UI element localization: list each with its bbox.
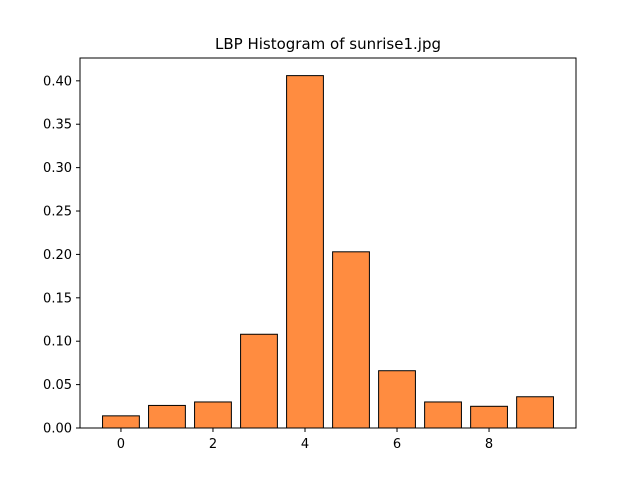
y-axis: 0.00 0.05 0.10 0.15 0.20 0.25 0.30 0.35 0.40 (43, 74, 80, 437)
y-tick-label: 0.05 (43, 378, 72, 393)
y-tick-label: 0.00 (43, 422, 72, 437)
chart-title: LBP Histogram of sunrise1.jpg (215, 35, 441, 53)
y-tick-label: 0.25 (43, 205, 72, 220)
x-tick-label: 6 (393, 437, 401, 452)
bar-9 (516, 396, 554, 429)
x-axis: 0 2 4 6 8 (117, 428, 493, 452)
y-tick-label: 0.40 (43, 74, 72, 89)
x-tick-label: 2 (209, 437, 217, 452)
y-tick-label: 0.15 (43, 291, 72, 306)
bar-6 (378, 370, 416, 429)
bar-4 (286, 75, 324, 429)
x-tick-label: 0 (117, 437, 125, 452)
x-tick-label: 4 (301, 437, 309, 452)
bars-group (102, 75, 554, 429)
y-tick-label: 0.35 (43, 118, 72, 133)
bar-2 (194, 401, 232, 429)
bar-0 (102, 415, 140, 429)
y-tick-label: 0.30 (43, 161, 72, 176)
y-tick-label: 0.10 (43, 335, 72, 350)
x-tick-label: 8 (485, 437, 493, 452)
bar-3 (240, 333, 278, 429)
bar-8 (470, 405, 508, 429)
plot-frame (79, 57, 577, 429)
bar-5 (332, 251, 370, 429)
bar-7 (424, 401, 462, 429)
y-tick-label: 0.20 (43, 248, 72, 263)
bar-1 (148, 404, 186, 429)
